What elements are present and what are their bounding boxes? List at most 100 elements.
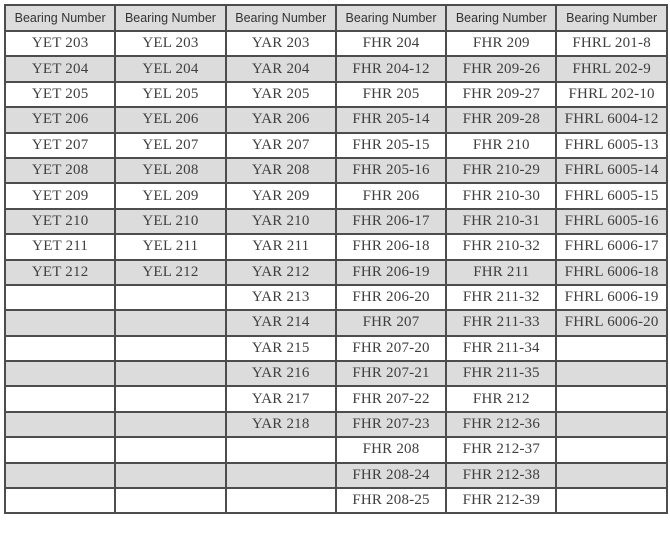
bearing-number-cell: YET 204 — [3, 55, 117, 83]
bearing-number-cell: FHRL 6005-14 — [555, 156, 668, 185]
table-row: FHR 208 FHR 212-37 — [3, 436, 668, 464]
bearing-number-cell: FHR 208-25 — [334, 487, 448, 515]
bearing-number-cell: FHRL 6006-20 — [555, 309, 668, 337]
bearing-number-cell: FHR 205-16 — [334, 156, 448, 185]
bearing-number-cell: FHRL 202-10 — [555, 80, 668, 109]
bearing-number-cell: FHR 205 — [334, 80, 448, 109]
empty-cell — [3, 309, 117, 337]
bearing-number-cell: YEL 208 — [114, 156, 227, 185]
bearing-number-cell: YAR 218 — [224, 410, 337, 439]
bearing-number-cell: FHRL 6005-13 — [555, 131, 668, 159]
column-header: Bearing Number — [334, 4, 448, 32]
bearing-number-cell: YAR 212 — [224, 258, 337, 286]
empty-cell — [224, 436, 337, 464]
empty-cell — [114, 487, 227, 515]
bearing-number-cell: FHR 208-24 — [334, 461, 448, 490]
bearing-number-cell: FHR 207-23 — [334, 410, 448, 439]
bearing-number-cell: YAR 204 — [224, 55, 337, 83]
bearing-number-cell: FHR 212-37 — [445, 436, 558, 464]
empty-cell — [114, 360, 227, 388]
table-row: YAR 213 FHR 206-20 FHR 211-32 FHRL 6006-19 — [3, 283, 668, 312]
column-header: Bearing Number — [555, 4, 668, 32]
bearing-number-cell: YET 207 — [3, 131, 117, 159]
bearing-number-cell: FHR 208 — [334, 436, 448, 464]
column-header: Bearing Number — [3, 4, 117, 32]
column-header: Bearing Number — [445, 4, 558, 32]
bearing-number-cell: YET 206 — [3, 106, 117, 134]
bearing-number-table: Bearing Number Bearing Number Bearing Nu… — [3, 4, 668, 515]
bearing-number-cell: FHR 210 — [445, 131, 558, 159]
empty-cell — [224, 461, 337, 490]
empty-cell — [114, 461, 227, 490]
bearing-number-cell: YAR 209 — [224, 182, 337, 210]
bearing-number-cell: YAR 216 — [224, 360, 337, 388]
table-row: YET 212 YEL 212 YAR 212 FHR 206-19 FHR 211 FH… — [3, 258, 668, 286]
bearing-number-cell: FHR 211-33 — [445, 309, 558, 337]
bearing-number-cell: YET 210 — [3, 207, 117, 236]
table-row: YAR 217 FHR 207-22 FHR 212 — [3, 385, 668, 413]
empty-cell — [555, 461, 668, 490]
bearing-number-cell: FHR 207-22 — [334, 385, 448, 413]
table-row: YAR 215 FHR 207-20 FHR 211-34 — [3, 334, 668, 363]
bearing-number-cell: FHRL 6005-16 — [555, 207, 668, 236]
empty-cell — [3, 360, 117, 388]
empty-cell — [555, 385, 668, 413]
bearing-number-cell: YEL 210 — [114, 207, 227, 236]
bearing-number-cell: YEL 205 — [114, 80, 227, 109]
empty-cell — [114, 309, 227, 337]
bearing-number-cell: FHR 212 — [445, 385, 558, 413]
bearing-number-cell: FHR 206-20 — [334, 283, 448, 312]
page-body: Bearing Number Bearing Number Bearing Nu… — [3, 4, 668, 515]
bearing-number-cell: FHR 210-29 — [445, 156, 558, 185]
bearing-number-cell: FHRL 6006-18 — [555, 258, 668, 286]
bearing-number-cell: FHR 206 — [334, 182, 448, 210]
bearing-number-cell: FHR 210-32 — [445, 233, 558, 261]
bearing-number-cell: YEL 212 — [114, 258, 227, 286]
empty-cell — [3, 436, 117, 464]
table-row: YET 204 YEL 204 YAR 204 FHR 204-12 FHR 209-2… — [3, 55, 668, 83]
empty-cell — [555, 360, 668, 388]
bearing-number-cell: YAR 210 — [224, 207, 337, 236]
bearing-number-cell: YAR 207 — [224, 131, 337, 159]
bearing-number-cell: YET 212 — [3, 258, 117, 286]
bearing-number-cell: FHRL 202-9 — [555, 55, 668, 83]
bearing-number-cell: FHR 212-39 — [445, 487, 558, 515]
bearing-number-cell: FHR 209-26 — [445, 55, 558, 83]
table-row: YET 205 YEL 205 YAR 205 FHR 205 FHR 209-27 FH… — [3, 80, 668, 109]
empty-cell — [114, 334, 227, 363]
empty-cell — [3, 410, 117, 439]
bearing-number-cell: FHRL 6006-17 — [555, 233, 668, 261]
empty-cell — [555, 436, 668, 464]
bearing-number-cell: FHR 209-27 — [445, 80, 558, 109]
empty-cell — [555, 487, 668, 515]
bearing-number-cell: YAR 203 — [224, 29, 337, 58]
bearing-number-cell: YEL 204 — [114, 55, 227, 83]
table-row: YET 208 YEL 208 YAR 208 FHR 205-16 FHR 210-2… — [3, 156, 668, 185]
bearing-number-cell: YEL 206 — [114, 106, 227, 134]
table-row: YET 209 YEL 209 YAR 209 FHR 206 FHR 210-30 FH… — [3, 182, 668, 210]
bearing-number-cell: YET 205 — [3, 80, 117, 109]
bearing-number-cell: YEL 207 — [114, 131, 227, 159]
bearing-number-cell: YAR 213 — [224, 283, 337, 312]
bearing-number-cell: FHR 207 — [334, 309, 448, 337]
bearing-number-cell: FHR 210-31 — [445, 207, 558, 236]
table-row: YET 210 YEL 210 YAR 210 FHR 206-17 FHR 210-3… — [3, 207, 668, 236]
column-header: Bearing Number — [114, 4, 227, 32]
bearing-number-cell: FHR 209 — [445, 29, 558, 58]
table-row: YAR 218 FHR 207-23 FHR 212-36 — [3, 410, 668, 439]
bearing-number-cell: YET 208 — [3, 156, 117, 185]
bearing-number-cell: FHR 205-15 — [334, 131, 448, 159]
bearing-number-cell: YEL 211 — [114, 233, 227, 261]
bearing-number-cell: FHRL 6004-12 — [555, 106, 668, 134]
table-row: YAR 214 FHR 207 FHR 211-33 FHRL 6006-20 — [3, 309, 668, 337]
bearing-number-cell: FHR 212-36 — [445, 410, 558, 439]
table-row: YET 207 YEL 207 YAR 207 FHR 205-15 FHR 210 FH… — [3, 131, 668, 159]
empty-cell — [3, 385, 117, 413]
bearing-number-cell: YEL 203 — [114, 29, 227, 58]
table-row: FHR 208-24 FHR 212-38 — [3, 461, 668, 490]
empty-cell — [114, 385, 227, 413]
bearing-number-cell: FHR 204-12 — [334, 55, 448, 83]
bearing-number-cell: YAR 208 — [224, 156, 337, 185]
bearing-number-cell: FHR 206-17 — [334, 207, 448, 236]
bearing-number-cell: FHRL 201-8 — [555, 29, 668, 58]
